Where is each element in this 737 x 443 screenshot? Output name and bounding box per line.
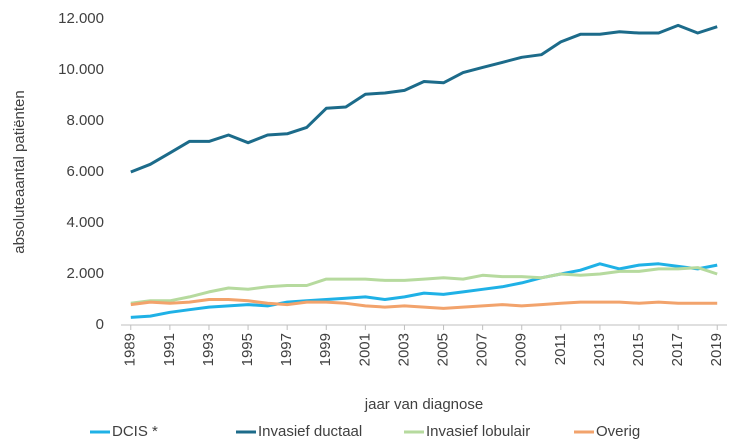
x-tick-label: 2007 (474, 333, 491, 366)
y-tick-label: 8.000 (66, 112, 104, 129)
x-tick-label: 2003 (395, 333, 412, 366)
y-tick-label: 6.000 (66, 163, 104, 180)
x-tick-label: 2011 (552, 333, 569, 365)
legend-label: Invasief lobulair (426, 423, 530, 440)
x-tick-label: 1991 (161, 333, 178, 366)
x-tick-label: 2013 (591, 333, 608, 366)
x-tick-label: 1993 (200, 333, 217, 366)
legend-label: Overig (596, 423, 640, 440)
x-tick-label: 2001 (356, 333, 373, 366)
x-tick-label: 1995 (239, 333, 256, 366)
x-tick-label: 2015 (630, 333, 647, 366)
y-tick-label: 12.000 (58, 10, 104, 27)
x-tick-label: 2017 (669, 333, 686, 366)
line-series (130, 266, 718, 305)
x-tick-label: 1989 (122, 333, 139, 366)
x-tick-label: 2019 (708, 333, 725, 366)
y-tick-label: 4.000 (66, 214, 104, 231)
y-tick-label: 0 (96, 316, 104, 333)
x-tick-label: 2005 (435, 333, 452, 366)
line-series (130, 298, 718, 310)
legend-label: DCIS * (112, 423, 158, 440)
x-tick-label: 1999 (317, 333, 334, 366)
line-series (130, 262, 718, 319)
x-tick-label: 1997 (278, 333, 295, 366)
line-series (130, 23, 718, 174)
y-axis-label: absoluteaantal patiënten (11, 90, 28, 253)
y-tick-label: 2.000 (66, 265, 104, 282)
x-tick-label: 2009 (513, 333, 530, 366)
legend-label: Invasief ductaal (258, 423, 362, 440)
x-axis-label: jaar van diagnose (364, 396, 483, 413)
y-tick-label: 10.000 (58, 61, 104, 78)
